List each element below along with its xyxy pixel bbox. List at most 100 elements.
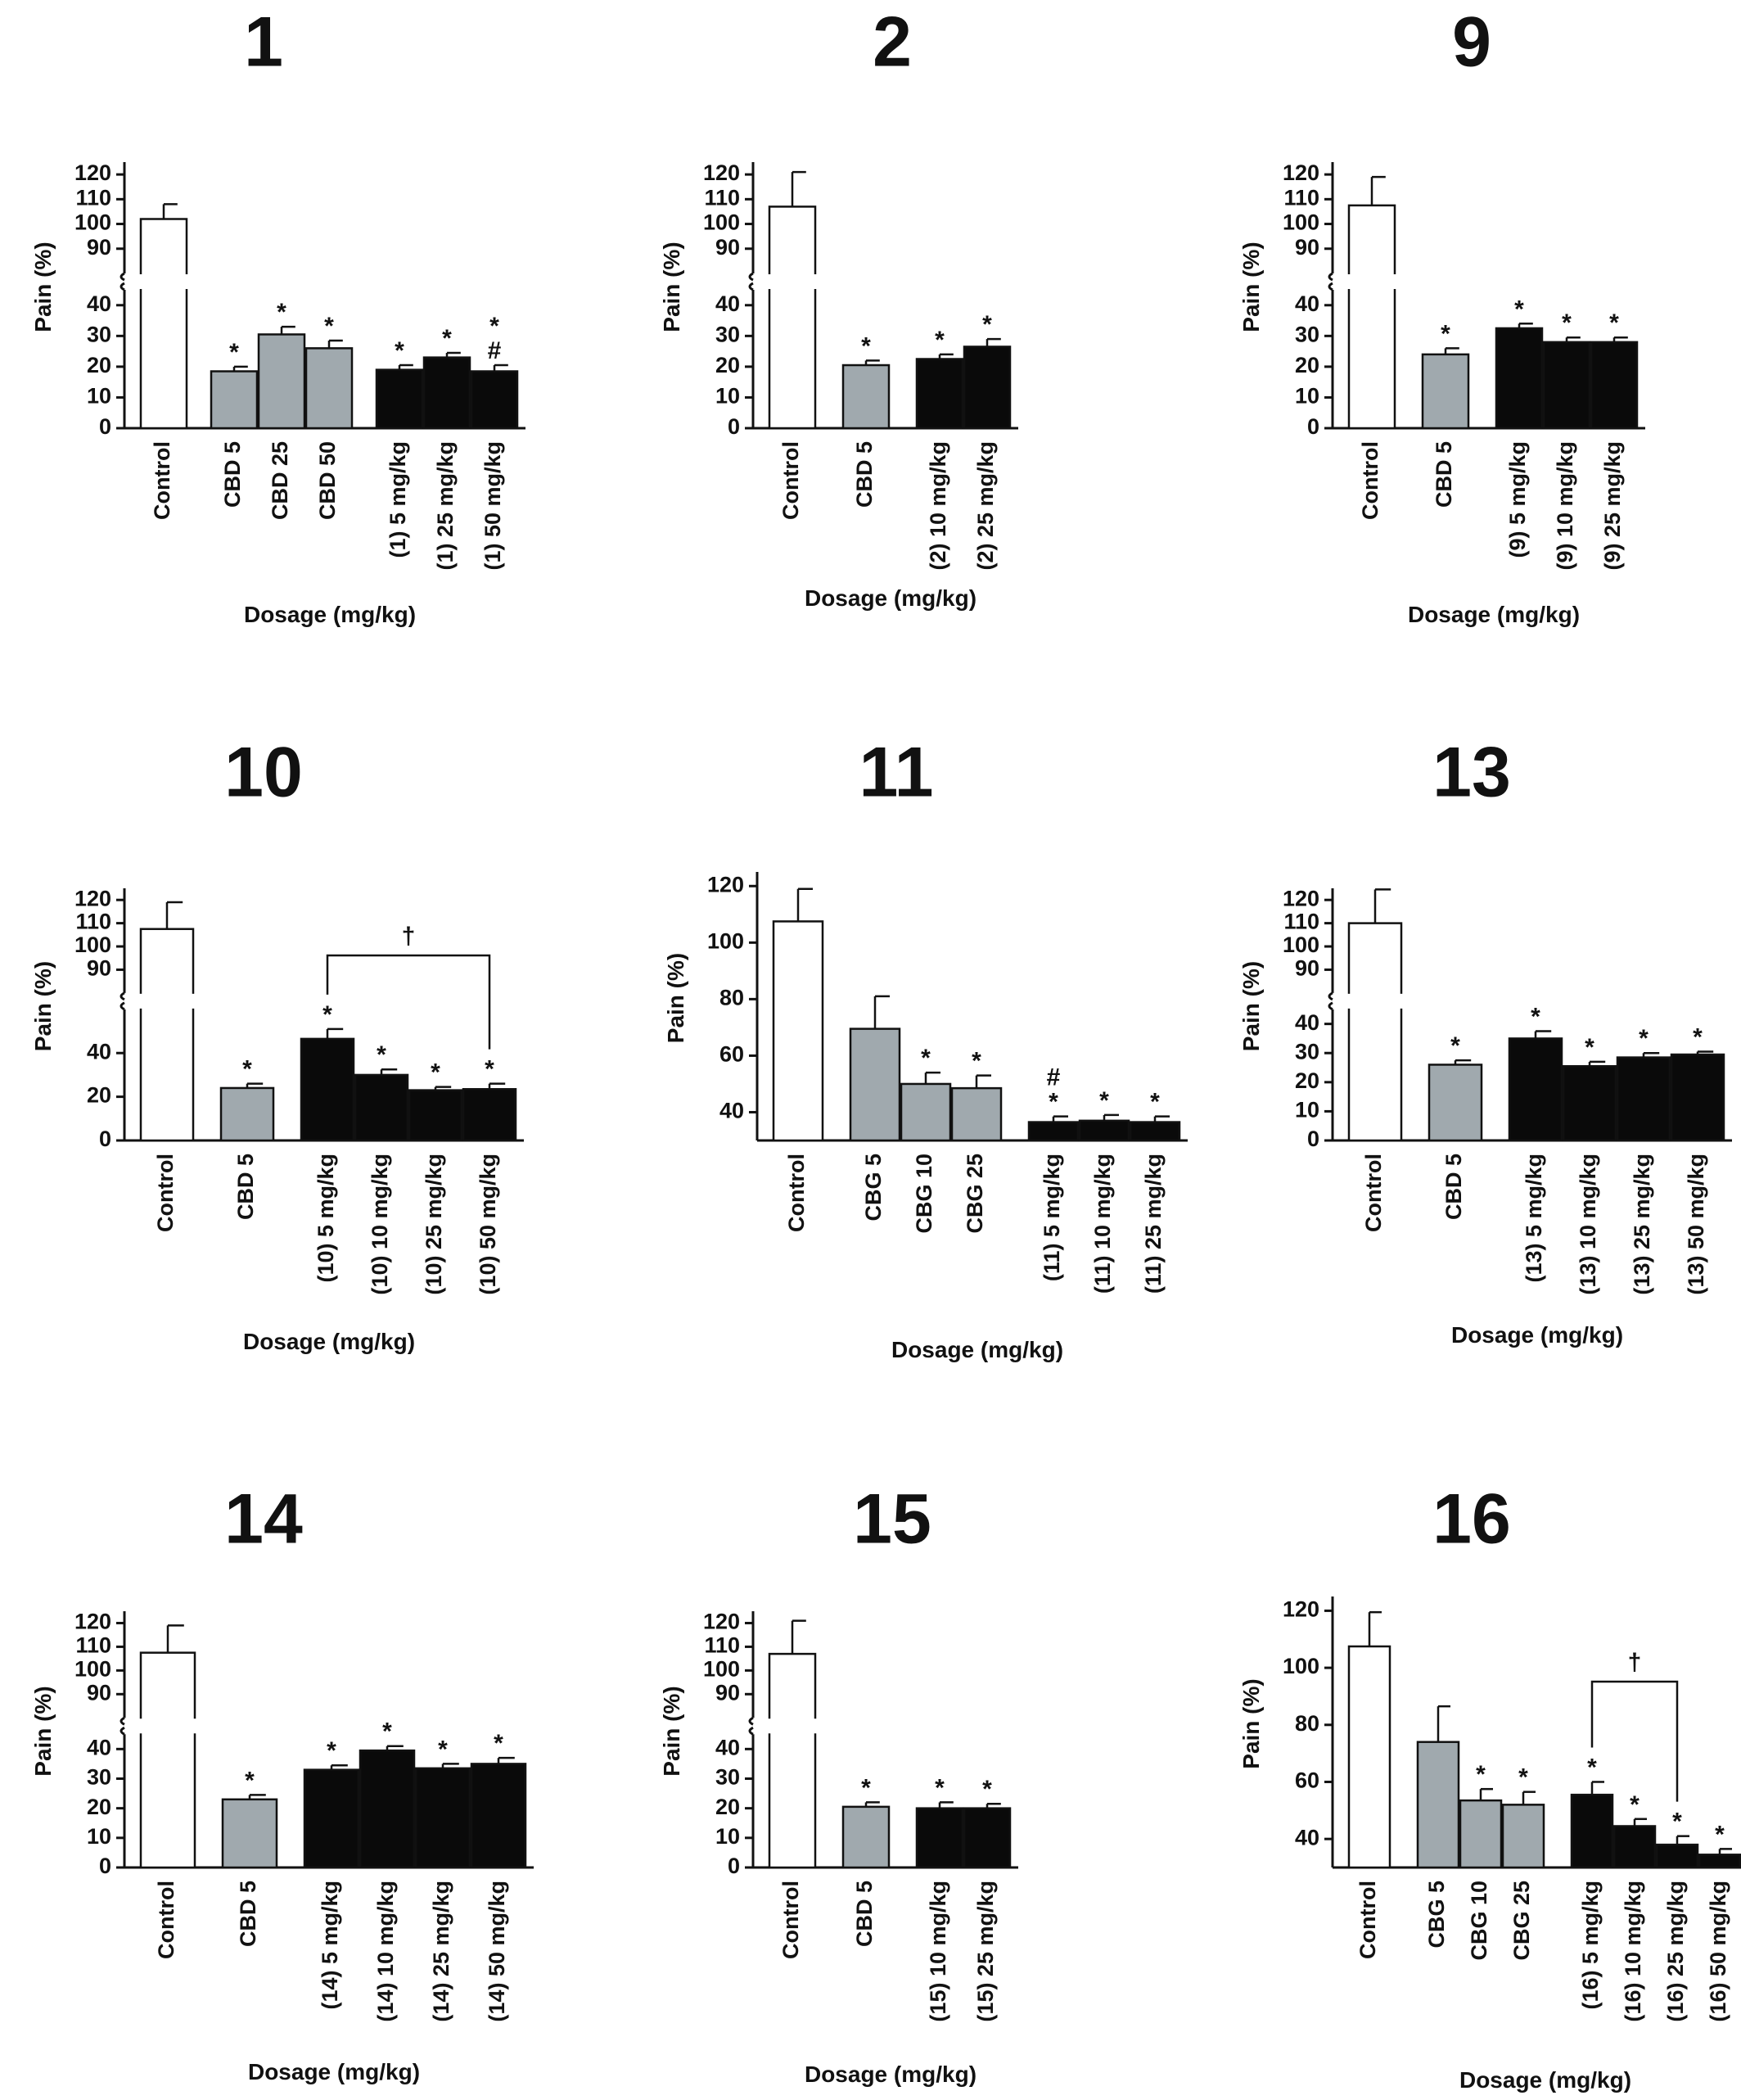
x-category-label: (15) 25 mg/kg (973, 1881, 998, 2022)
bar (1501, 1804, 1545, 1869)
x-category-label: (9) 5 mg/kg (1505, 441, 1530, 558)
y-tick-label: 0 (728, 1854, 740, 1878)
x-category-label: (15) 10 mg/kg (926, 1881, 950, 2022)
y-tick-label: 100 (1283, 933, 1319, 957)
y-tick-label: 10 (87, 384, 111, 409)
bar (221, 1798, 278, 1869)
y-tick-label: 100 (703, 1656, 740, 1681)
x-axis-label: Dosage (mg/kg) (1451, 1322, 1623, 1348)
significance-mark: * (1672, 1809, 1682, 1836)
y-tick-label: 100 (74, 933, 111, 957)
bar (900, 1082, 952, 1142)
significance-mark: * (1609, 309, 1619, 336)
bar (470, 1763, 527, 1869)
y-tick-label: 110 (704, 1633, 740, 1658)
x-category-label: (1) 5 mg/kg (386, 441, 410, 558)
bar (915, 358, 964, 430)
axis-break-mark (1328, 1001, 1333, 1011)
significance-mark: * (921, 1045, 931, 1072)
bar (408, 1089, 463, 1142)
x-category-label: (13) 10 mg/kg (1576, 1154, 1600, 1295)
y-tick-label: 100 (707, 928, 744, 953)
y-tick-label: 90 (87, 956, 111, 981)
y-tick-label: 30 (715, 1765, 740, 1790)
significance-mark: * (382, 1718, 392, 1745)
y-axis-label: Pain (%) (659, 1686, 684, 1776)
x-category-label: CBD 25 (268, 441, 292, 520)
x-category-label: (11) 5 mg/kg (1040, 1154, 1064, 1281)
bar-break-gap (1347, 993, 1403, 1009)
y-tick-label: 100 (74, 210, 111, 235)
x-axis-label: Dosage (mg/kg) (805, 585, 976, 611)
y-tick-label: 120 (1283, 1597, 1319, 1622)
y-tick-label: 20 (87, 1083, 111, 1108)
significance-mark: # (488, 337, 502, 364)
y-tick-label: 110 (75, 185, 111, 210)
bar (1590, 341, 1639, 430)
y-tick-label: 40 (719, 1099, 744, 1123)
x-category-label: (2) 25 mg/kg (973, 441, 998, 571)
bar (963, 345, 1012, 430)
significance-mark: * (1476, 1761, 1486, 1788)
y-tick-label: 120 (1283, 160, 1319, 185)
bar (1562, 1064, 1617, 1142)
y-tick-label: 90 (715, 235, 740, 260)
y-tick-label: 10 (87, 1824, 111, 1849)
significance-mark: * (485, 1056, 494, 1083)
bar (849, 1027, 901, 1142)
y-tick-label: 0 (1307, 1127, 1319, 1151)
significance-mark: * (1099, 1087, 1109, 1114)
x-category-label: (1) 25 mg/kg (433, 441, 458, 571)
significance-mark: * (277, 299, 286, 326)
bar (354, 1073, 409, 1142)
axis-break-mark (120, 1716, 125, 1726)
significance-mark: * (1150, 1089, 1160, 1116)
bar (1428, 1064, 1483, 1142)
bar (1508, 1037, 1563, 1142)
y-tick-label: 80 (719, 985, 744, 1009)
bar (1698, 1854, 1741, 1869)
bar (1670, 1053, 1725, 1142)
x-category-label: (13) 50 mg/kg (1684, 1154, 1708, 1295)
bar (210, 370, 259, 430)
x-category-label: CBD 5 (1441, 1154, 1466, 1220)
y-axis-label: Pain (%) (30, 961, 56, 1051)
y-tick-label: 30 (1295, 1039, 1319, 1064)
comparison-bracket (326, 954, 491, 1050)
bar-break-gap (768, 274, 817, 289)
axis-break-mark (120, 1001, 125, 1011)
x-category-label: CBG 25 (963, 1154, 987, 1234)
x-category-label: (13) 25 mg/kg (1630, 1154, 1654, 1295)
y-tick-label: 40 (715, 291, 740, 316)
bar (462, 1088, 517, 1142)
panel-title: 10 (224, 734, 303, 812)
bar-break-gap (139, 274, 188, 289)
bar (1347, 922, 1403, 1142)
y-tick-label: 40 (87, 1735, 111, 1759)
x-axis-label: Dosage (mg/kg) (1408, 602, 1580, 627)
significance-mark: * (1585, 1034, 1594, 1061)
y-tick-label: 20 (87, 353, 111, 377)
bar (1612, 1825, 1657, 1869)
x-category-label: Control (778, 441, 803, 520)
axis-break-mark (120, 991, 125, 1001)
bar (359, 1749, 416, 1869)
y-axis-label: Pain (%) (30, 1686, 56, 1776)
x-category-label: (16) 10 mg/kg (1621, 1881, 1645, 2022)
x-category-label: Control (778, 1881, 803, 1959)
significance-mark: * (494, 1730, 503, 1757)
panel-title: 9 (1452, 3, 1491, 82)
bar (841, 1805, 891, 1869)
x-category-label: CBD 5 (233, 1154, 258, 1220)
y-tick-label: 10 (715, 384, 740, 409)
x-category-label: Control (154, 1881, 178, 1959)
bar (772, 920, 824, 1142)
y-tick-label: 40 (715, 1735, 740, 1759)
bar (422, 356, 471, 430)
significance-mark: * (327, 1737, 336, 1764)
x-category-label: (2) 10 mg/kg (926, 441, 950, 571)
